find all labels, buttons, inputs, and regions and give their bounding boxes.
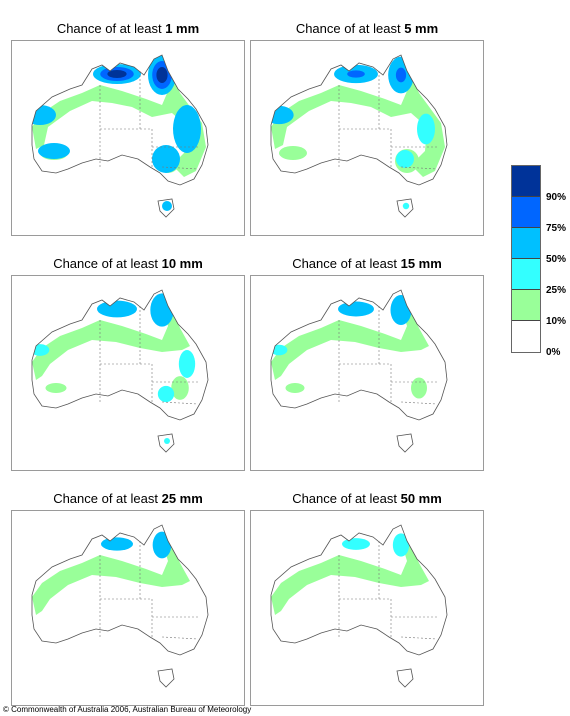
probability-area: [279, 146, 307, 160]
probability-area: [271, 302, 429, 380]
probability-legend: [511, 165, 541, 353]
australia-map: [31, 289, 209, 453]
probability-area: [271, 105, 294, 125]
probability-area: [402, 202, 410, 210]
coastline: [31, 54, 209, 186]
probability-area: [152, 531, 172, 559]
coastline: [157, 668, 175, 688]
australia-map: [270, 54, 448, 218]
probability-band: [32, 537, 190, 615]
panel-title-50mm: Chance of at least 50 mm: [292, 491, 442, 506]
probability-area: [164, 438, 170, 444]
copyright-notice: © Commonwealth of Australia 2006, Austra…: [3, 705, 252, 714]
map-panel-1mm: [11, 40, 245, 236]
probability-area: [32, 302, 190, 380]
legend-label-75: 75%: [546, 223, 567, 234]
coastline: [396, 198, 414, 218]
map-panel-5mm: [250, 40, 484, 236]
rainfall-probability-overlay: [271, 295, 429, 399]
coastline: [270, 54, 448, 186]
probability-area: [156, 67, 168, 83]
state-border: [161, 636, 199, 640]
state-border: [161, 401, 199, 405]
rainfall-probability-overlay: [271, 56, 445, 210]
australia-map: [31, 524, 209, 688]
rainfall-probability-overlay: [32, 531, 190, 615]
legend-swatch-0: [512, 321, 540, 352]
probability-area: [396, 150, 414, 168]
probability-area: [32, 537, 190, 615]
probability-area: [97, 300, 137, 318]
probability-band: [271, 302, 429, 399]
probability-area: [338, 301, 374, 317]
probability-area: [107, 70, 127, 78]
panel-title-25mm: Chance of at least 25 mm: [53, 491, 203, 506]
legend-swatch-10: [512, 290, 540, 321]
probability-area: [178, 350, 196, 378]
probability-area: [171, 376, 189, 400]
probability-area: [342, 538, 370, 550]
probability-area: [152, 145, 180, 173]
coastline: [270, 524, 448, 656]
panel-title-10mm: Chance of at least 10 mm: [53, 256, 203, 271]
probability-area: [417, 113, 435, 145]
coastline: [270, 289, 448, 421]
probability-area: [285, 383, 305, 393]
map-panel-25mm: [11, 510, 245, 706]
probability-area: [45, 383, 67, 393]
probability-band: [271, 537, 429, 615]
coastline: [31, 289, 209, 421]
probability-area: [32, 105, 56, 125]
probability-band: [32, 302, 190, 400]
australia-map: [31, 54, 209, 218]
legend-swatch-25: [512, 259, 540, 290]
panel-title-1mm: Chance of at least 1 mm: [56, 21, 200, 36]
rainfall-probability-overlay: [32, 55, 206, 211]
map-panel-15mm: [250, 275, 484, 471]
legend-swatch-75: [512, 197, 540, 228]
legend-label-0: 0%: [546, 347, 561, 358]
legend-swatch-50: [512, 228, 540, 259]
rainfall-probability-overlay: [271, 533, 429, 615]
panel-title-15mm: Chance of at least 15 mm: [292, 256, 442, 271]
probability-area: [162, 201, 172, 211]
probability-area: [271, 537, 429, 615]
rainfall-probability-overlay: [32, 293, 196, 444]
coastline: [157, 198, 175, 218]
coastline: [396, 433, 414, 453]
state-border: [400, 401, 438, 405]
australia-map: [270, 289, 448, 453]
probability-area: [347, 70, 365, 78]
probability-area: [32, 67, 206, 177]
legend-label-10: 10%: [546, 316, 567, 327]
legend-swatch-90: [512, 166, 540, 197]
coastline: [31, 524, 209, 656]
probability-area: [101, 537, 133, 551]
legend-label-25: 25%: [546, 285, 567, 296]
state-border: [400, 636, 438, 640]
map-panel-10mm: [11, 275, 245, 471]
probability-area: [157, 385, 175, 403]
coastline: [157, 433, 175, 453]
legend-label-50: 50%: [546, 254, 567, 265]
legend-label-90: 90%: [546, 192, 567, 203]
probability-area: [271, 67, 445, 177]
probability-area: [395, 67, 407, 83]
map-panel-50mm: [250, 510, 484, 706]
probability-area: [173, 105, 201, 153]
australia-map: [270, 524, 448, 688]
probability-area: [390, 295, 412, 325]
probability-area: [392, 533, 410, 557]
coastline: [396, 668, 414, 688]
probability-area: [411, 377, 427, 399]
probability-area: [38, 143, 70, 159]
panel-title-5mm: Chance of at least 5 mm: [295, 21, 439, 36]
